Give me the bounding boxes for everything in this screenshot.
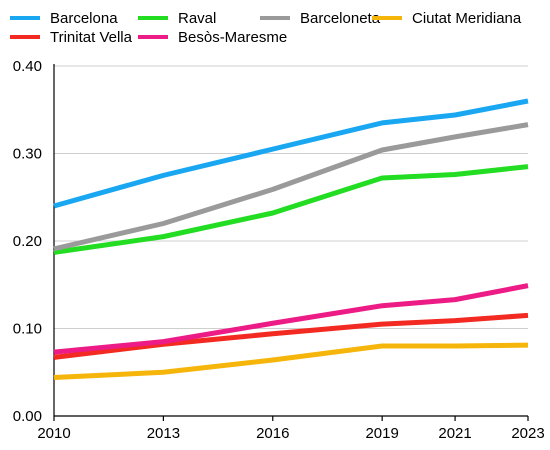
- series-line-ciutat-meridiana: [53, 342, 529, 380]
- x-tick-label: 2016: [256, 425, 289, 442]
- y-tick-label: 0.40: [13, 58, 42, 75]
- legend-label: Barcelona: [50, 10, 118, 27]
- legend-label: Ciutat Meridiana: [412, 10, 522, 27]
- y-tick-label: 0.30: [13, 146, 42, 163]
- x-tick-label: 2023: [511, 425, 544, 442]
- series-line-raval: [53, 164, 529, 255]
- legend-label: Trinitat Vella: [50, 29, 133, 46]
- x-tick-label: 2010: [37, 425, 70, 442]
- legend-label: Barceloneta: [300, 10, 381, 27]
- x-tick-label: 2019: [365, 425, 398, 442]
- series-line-barceloneta: [53, 122, 529, 252]
- legend-label: Raval: [178, 10, 216, 27]
- series-lines: [53, 98, 529, 380]
- series-line-bes-s-maresme: [53, 283, 529, 355]
- y-tick-label: 0.20: [13, 233, 42, 250]
- axes: 0.00 0.10 0.20 0.30 0.40 2010 2013 2016 2019 2021…: [13, 58, 545, 442]
- legend: Barcelona Raval Barceloneta Ciutat Meridian…: [10, 10, 522, 46]
- series-line-trinitat-vella: [53, 312, 529, 360]
- series-line-barcelona: [53, 98, 529, 209]
- y-tick-label: 0.00: [13, 408, 42, 425]
- y-tick-label: 0.10: [13, 321, 42, 338]
- grid-lines: [54, 65, 528, 329]
- legend-label: Besòs-Maresme: [178, 29, 287, 46]
- x-tick-label: 2013: [147, 425, 180, 442]
- x-tick-label: 2021: [438, 425, 471, 442]
